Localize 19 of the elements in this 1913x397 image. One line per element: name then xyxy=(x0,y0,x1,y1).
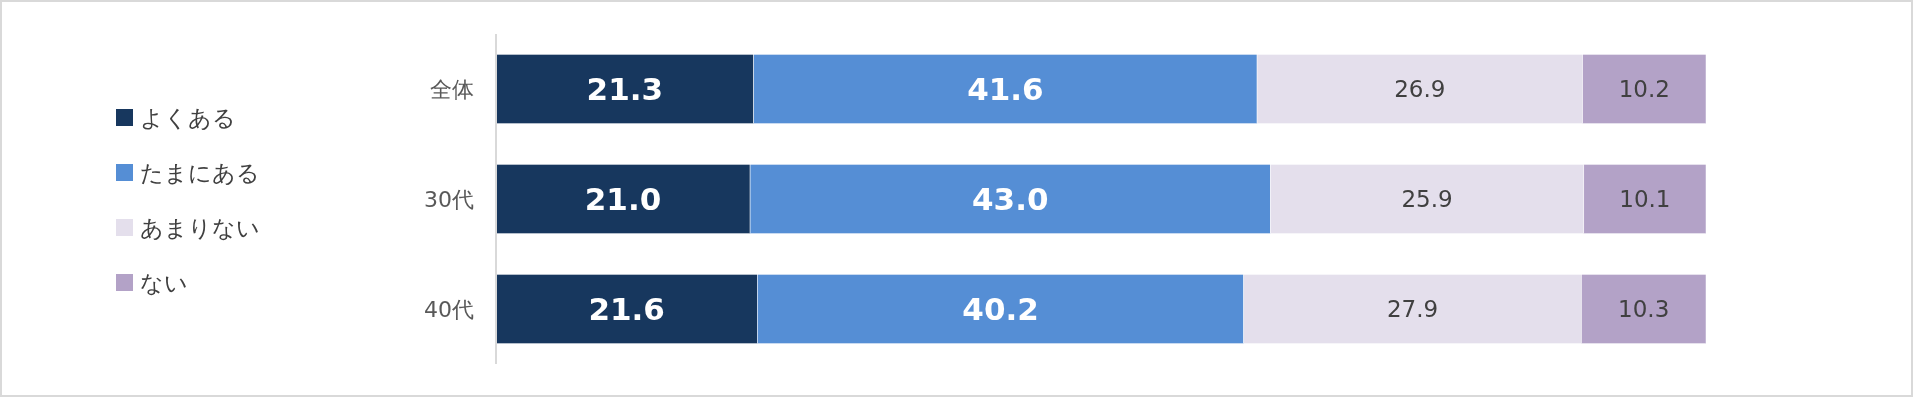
legend-label: よくある xyxy=(140,105,236,131)
data-label: 41.6 xyxy=(967,71,1044,107)
legend-label: たまにある xyxy=(140,160,260,186)
data-label: 40.2 xyxy=(962,291,1039,327)
data-label: 21.6 xyxy=(588,291,665,327)
data-label: 21.3 xyxy=(586,71,664,107)
data-label: 26.9 xyxy=(1394,76,1446,102)
data-label: 10.2 xyxy=(1618,76,1670,102)
data-label: 10.3 xyxy=(1618,296,1670,322)
data-label: 25.9 xyxy=(1401,186,1453,212)
data-label: 10.1 xyxy=(1619,186,1671,212)
y-tick-label: 30代 xyxy=(424,187,474,212)
y-tick-label: 40代 xyxy=(424,297,474,322)
data-label: 43.0 xyxy=(972,181,1049,217)
legend-label: ない xyxy=(140,270,188,296)
y-tick-label: 全体 xyxy=(430,77,474,102)
legend-label: あまりない xyxy=(140,215,260,241)
data-label: 21.0 xyxy=(584,181,662,217)
data-label: 27.9 xyxy=(1386,296,1439,322)
